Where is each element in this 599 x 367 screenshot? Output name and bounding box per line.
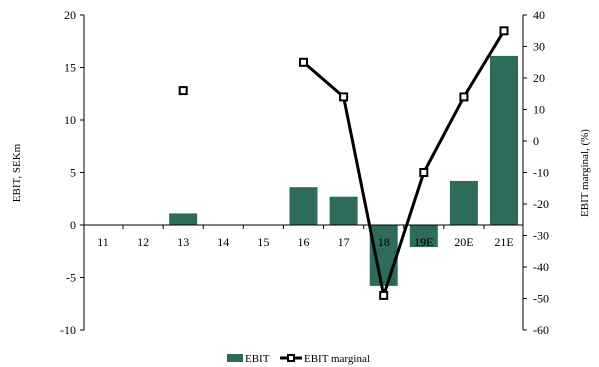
y2-tick-label--20: -20 xyxy=(533,197,549,211)
point-20E xyxy=(459,92,469,102)
y-tick-label--5: -5 xyxy=(66,271,76,285)
y-tick-label-5: 5 xyxy=(70,166,76,180)
x-tick-label-17: 17 xyxy=(338,235,350,249)
y-tick-label-10: 10 xyxy=(64,113,76,127)
line-ebit-marginal xyxy=(302,30,506,297)
bar-19E xyxy=(409,225,438,248)
legend: EBIT EBIT marginal xyxy=(227,353,370,365)
x-tick-label-14: 14 xyxy=(217,235,229,249)
legend-swatch-ebit xyxy=(227,354,243,362)
y2-tick-label-30: 30 xyxy=(533,40,545,54)
y2-tick-label-40: 40 xyxy=(533,8,545,22)
bar-13 xyxy=(169,213,198,225)
y-tick-label-15: 15 xyxy=(64,61,76,75)
x-tick-label-16: 16 xyxy=(298,235,310,249)
point-13 xyxy=(178,86,188,96)
y2-axis-title: EBIT marginal, (%) xyxy=(579,129,591,217)
y-tick-label-20: 20 xyxy=(64,8,76,22)
x-tick-label-19E: 19E xyxy=(414,235,433,249)
legend-label-ebit-marginal: EBIT marginal xyxy=(304,353,370,365)
y-tick-label--10: -10 xyxy=(60,323,76,337)
y2-tick-label--30: -30 xyxy=(533,229,549,243)
y2-tick-label--40: -40 xyxy=(533,260,549,274)
x-tick-label-15: 15 xyxy=(257,235,269,249)
x-tick-label-13: 13 xyxy=(177,235,189,249)
point-19E xyxy=(419,168,429,177)
x-tick-label-12: 12 xyxy=(137,235,149,249)
legend-marker-ebit-marginal xyxy=(287,354,295,362)
x-tick-label-20E: 20E xyxy=(454,235,473,249)
y2-tick-label-10: 10 xyxy=(533,103,545,117)
x-tick-label-11: 11 xyxy=(97,235,109,249)
bar-21E xyxy=(490,55,518,226)
y-tick-label-0: 0 xyxy=(70,218,76,232)
point-16 xyxy=(299,57,308,67)
point-21E xyxy=(499,26,509,36)
legend-label-ebit: EBIT xyxy=(245,353,270,365)
point-18 xyxy=(379,290,389,300)
y2-tick-label--50: -50 xyxy=(533,292,549,306)
y2-tick-label-20: 20 xyxy=(533,71,545,85)
y2-tick-label-0: 0 xyxy=(533,134,539,148)
x-tick-label-18: 18 xyxy=(378,235,390,249)
y2-tick-label--60: -60 xyxy=(533,323,549,337)
bar-20E xyxy=(449,180,478,225)
point-17 xyxy=(339,92,349,102)
y2-tick-label--10: -10 xyxy=(533,166,549,180)
plot-area: -10-505101520-60-50-40-30-20-10010203040… xyxy=(60,8,549,337)
x-tick-label-21E: 21E xyxy=(494,235,513,249)
bar-16 xyxy=(289,187,318,225)
bar-17 xyxy=(329,196,358,225)
y-axis-title: EBIT, SEKm xyxy=(11,143,23,202)
